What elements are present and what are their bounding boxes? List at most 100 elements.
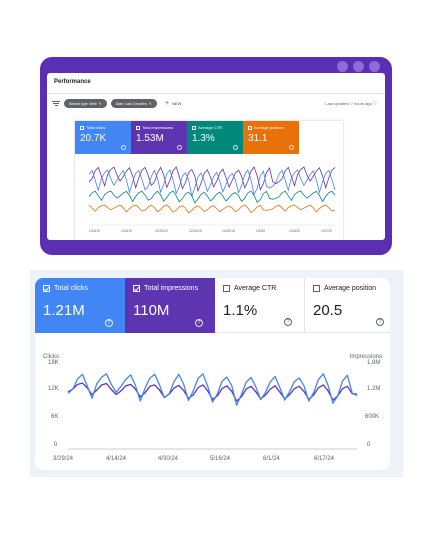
tile-label: Total impressions	[133, 285, 215, 292]
mini-date-tick: 12/10/19	[189, 229, 202, 233]
help-icon[interactable]	[233, 145, 238, 150]
mini-performance-card: Total clicks 20.7K Total impressions 1.5…	[75, 121, 343, 240]
x-tick: 4/30/24	[158, 456, 179, 462]
filter-chip-date[interactable]: Date: Last 3 months ✎	[110, 99, 157, 108]
tile-label: Average position	[313, 285, 390, 292]
mini-tile-value: 20.7K	[80, 133, 107, 144]
tile-label-text: Total impressions	[144, 285, 199, 292]
tile-value: 1.1%	[223, 302, 258, 319]
mini-tile-value: 1.53M	[136, 133, 164, 144]
page-title: Performance	[54, 79, 91, 85]
mini-performance-chart	[88, 166, 336, 226]
help-icon[interactable]: ?	[284, 318, 292, 326]
checkbox-checked-icon[interactable]	[133, 285, 140, 292]
mini-tile-label-text: Average position	[254, 125, 284, 130]
x-tick: 6/17/24	[314, 456, 335, 462]
help-icon[interactable]	[177, 145, 182, 150]
filter-chip-search-type[interactable]: Search type: Web ✎	[64, 99, 107, 108]
mini-tile-value: 1.3%	[192, 133, 215, 144]
checkbox-icon	[136, 125, 140, 130]
new-label: NEW	[172, 101, 182, 106]
mini-tile-total-impressions[interactable]: Total impressions 1.53M	[131, 121, 187, 154]
mini-tile-label-text: Average CTR	[198, 125, 223, 130]
tile-average-position[interactable]: Average position 20.5 ?	[305, 278, 390, 333]
mini-series-ctr	[88, 190, 336, 204]
mini-tile-label: Total impressions	[136, 125, 183, 130]
help-icon[interactable]: ?	[195, 319, 203, 327]
screenshot-frame: Performance Search type: Web ✎ Date: Las…	[40, 57, 392, 255]
plus-icon: +	[164, 100, 170, 107]
x-tick: 4/14/24	[106, 456, 127, 462]
window-dot-2[interactable]	[353, 61, 364, 72]
series-line-total-clicks	[67, 373, 358, 406]
x-tick: 3/29/24	[53, 456, 74, 462]
mini-tile-label: Average CTR	[192, 125, 239, 130]
mini-date-tick: 12/20/19	[222, 229, 235, 233]
mini-tile-total-clicks[interactable]: Total clicks 20.7K	[75, 121, 131, 154]
window-dot-1[interactable]	[337, 61, 348, 72]
y-tick-left: 0	[54, 442, 58, 448]
tile-total-clicks[interactable]: Total clicks 1.21M ?	[35, 278, 125, 333]
help-icon[interactable]	[289, 145, 294, 150]
mini-tile-label: Total clicks	[80, 125, 127, 130]
y-tick-left: 6K	[51, 414, 59, 420]
divider	[47, 93, 385, 94]
y-tick-right: 1.8M	[367, 360, 381, 366]
chip-label: Date: Last 3 months	[115, 101, 148, 106]
tile-label-text: Total clicks	[54, 285, 88, 292]
mini-series-clicks	[88, 169, 336, 198]
mini-date-tick: 1/16/20	[289, 229, 300, 233]
y-tick-left: 18K	[48, 360, 59, 366]
mini-date-tick: 11/20/19	[155, 229, 168, 233]
y-axis-title-right: Impressions	[349, 354, 382, 360]
mini-tile-value: 31.1	[248, 133, 268, 144]
tile-value: 110M	[133, 302, 170, 319]
mini-date-tick: 1/3/20	[256, 229, 266, 233]
checkbox-checked-icon[interactable]	[43, 285, 50, 292]
checkbox-unchecked-icon[interactable]	[313, 285, 320, 292]
tile-value: 20.5	[313, 302, 343, 319]
help-icon[interactable]: ⓘ	[373, 100, 377, 106]
edit-icon[interactable]: ✎	[98, 101, 102, 106]
help-icon[interactable]: ?	[105, 319, 113, 327]
y-axis-title-left: Clicks	[43, 354, 59, 360]
new-filter-button[interactable]: + NEW	[165, 100, 181, 107]
mini-date-tick: 1/16/19	[89, 229, 100, 233]
filter-bar: Search type: Web ✎ Date: Last 3 months ✎…	[52, 98, 377, 109]
help-icon[interactable]	[121, 145, 126, 150]
edit-icon[interactable]: ✎	[149, 101, 152, 106]
last-updated: Last updated: 7 hours ago ⓘ	[325, 101, 377, 107]
last-updated-text: Last updated: 7 hours ago	[325, 100, 372, 106]
filter-icon[interactable]	[52, 100, 60, 107]
y-tick-left: 12K	[48, 386, 59, 392]
mini-tile-label-text: Total impressions	[142, 125, 173, 130]
mini-tile-label-text: Total clicks	[86, 125, 106, 130]
y-tick-right: 600K	[365, 414, 380, 420]
chip-label: Search type: Web	[69, 101, 97, 106]
performance-card: Total clicks 1.21M ? Total impressions 1…	[35, 278, 390, 470]
performance-chart	[67, 373, 358, 450]
mini-date-axis: 1/16/19 1/16/19 11/20/19 12/10/19 12/20/…	[89, 229, 334, 235]
tile-label-text: Average position	[324, 285, 377, 292]
checkbox-unchecked-icon[interactable]	[223, 285, 230, 292]
metric-tiles: Total clicks 1.21M ? Total impressions 1…	[35, 278, 390, 333]
mini-date-tick: 1/16/19	[121, 229, 132, 233]
mini-tile-label: Average position	[248, 125, 295, 130]
help-icon[interactable]: ?	[376, 318, 384, 326]
mini-metric-tiles: Total clicks 20.7K Total impressions 1.5…	[75, 121, 299, 154]
tile-value: 1.21M	[43, 302, 85, 319]
y-tick-right: 0	[367, 442, 371, 448]
tile-total-impressions[interactable]: Total impressions 110M ?	[125, 278, 215, 333]
mini-series-position	[88, 204, 336, 214]
mini-tile-average-ctr[interactable]: Average CTR 1.3%	[187, 121, 243, 154]
tile-average-ctr[interactable]: Average CTR 1.1% ?	[215, 278, 305, 333]
mini-date-tick: 1/27/20	[321, 229, 332, 233]
window-controls	[337, 61, 380, 72]
x-tick: 6/1/24	[263, 456, 280, 462]
window-dot-3[interactable]	[369, 61, 380, 72]
y-tick-right: 1.2M	[367, 386, 381, 392]
mini-tile-average-position[interactable]: Average position 31.1	[243, 121, 299, 154]
checkbox-icon	[248, 125, 252, 130]
performance-window: Performance Search type: Web ✎ Date: Las…	[47, 73, 385, 240]
tile-label-text: Average CTR	[234, 285, 277, 292]
